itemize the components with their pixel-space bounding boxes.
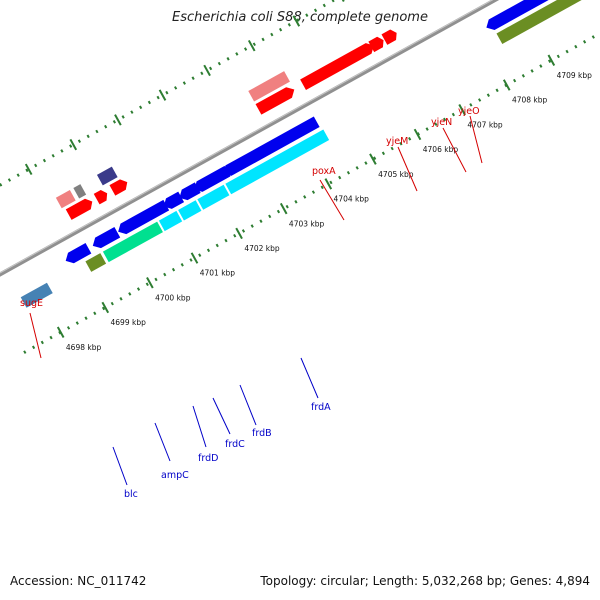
kbp-major-tick — [190, 252, 199, 264]
gene-box-frdD[interactable] — [158, 210, 183, 232]
top-strand-gene-labels: sugE poxA yjeM yjeN yjeO — [20, 106, 480, 309]
kbp-label: 4700 kbp — [155, 293, 191, 302]
kbp-scale-labels: 4698 kbp 4699 kbp 4700 kbp 4701 kbp 4702 kbp… — [66, 71, 593, 352]
gene-arrow-yjeM[interactable] — [300, 40, 377, 90]
gene-label-yjeN[interactable]: yjeN — [431, 117, 452, 128]
gene-label-blc[interactable]: blc — [124, 489, 138, 500]
gene-label-frdA[interactable]: frdA — [311, 402, 331, 413]
kbp-major-tick — [101, 301, 110, 314]
gene-label-frdD[interactable]: frdD — [198, 453, 218, 464]
kbp-label: 4707 kbp — [467, 120, 503, 129]
outer-major-tick — [292, 15, 301, 27]
gene-arrow-yjeO[interactable] — [381, 28, 399, 45]
outer-major-tick — [69, 138, 78, 151]
major-ticks — [24, 0, 556, 338]
kbp-major-tick — [413, 128, 422, 141]
kbp-label: 4702 kbp — [244, 244, 280, 253]
gene-label-frdB[interactable]: frdB — [252, 428, 272, 439]
kbp-label: 4701 kbp — [200, 269, 236, 278]
gene-box-frdC[interactable] — [178, 200, 202, 221]
kbp-label: 4708 kbp — [512, 96, 548, 105]
kbp-major-tick — [547, 54, 556, 66]
outer-major-tick — [203, 64, 211, 77]
gene-arrow-blue-6[interactable] — [191, 165, 231, 195]
feature-sheen — [0, 5, 409, 248]
kbp-major-tick — [324, 178, 333, 190]
gene-arrow-poxA-lower[interactable] — [255, 84, 298, 115]
kbp-major-tick — [56, 326, 65, 338]
kbp-major-tick — [458, 103, 466, 116]
gene-arrow-yjeN[interactable] — [368, 35, 386, 53]
gene-arrow-red-small[interactable] — [93, 188, 110, 205]
gene-label-yjeM[interactable]: yjeM — [386, 136, 408, 147]
kbp-major-tick — [369, 153, 377, 165]
genome-summary-text: Topology: circular; Length: 5,032,268 bp… — [260, 574, 590, 588]
inner-tick-track — [23, 7, 600, 354]
gene-box-frdA[interactable] — [225, 129, 330, 195]
kbp-major-tick — [502, 79, 511, 91]
kbp-major-tick — [279, 202, 288, 215]
genome-backbone-highlight — [0, 0, 600, 282]
gene-arrow-blue-right[interactable] — [483, 0, 584, 33]
gene-label-ampC[interactable]: ampC — [161, 470, 189, 481]
bottom-strand-gene-labels: blc ampC frdD frdC frdB frdA — [124, 402, 331, 500]
accession-text: Accession: NC_011742 — [10, 574, 147, 588]
kbp-label: 4705 kbp — [378, 170, 414, 179]
gene-arrow-blue-4[interactable] — [161, 191, 185, 212]
kbp-major-tick — [235, 227, 243, 240]
outer-major-tick — [337, 0, 345, 2]
genome-title: Escherichia coli S88, complete genome — [172, 10, 428, 25]
gene-label-yjeO[interactable]: yjeO — [458, 106, 480, 117]
gene-box-pink-left[interactable] — [55, 189, 76, 209]
kbp-label: 4699 kbp — [111, 318, 147, 327]
outer-major-tick — [24, 163, 33, 176]
kbp-major-tick — [146, 277, 154, 289]
gene-label-frdC[interactable]: frdC — [225, 439, 245, 450]
kbp-label: 4704 kbp — [334, 195, 370, 204]
gene-arrow-blue-7[interactable] — [220, 116, 320, 178]
gene-arrow-red[interactable] — [65, 196, 95, 220]
gene-label-poxA[interactable]: poxA — [312, 166, 336, 177]
outer-major-tick — [247, 39, 256, 52]
gene-box-olive-right[interactable] — [496, 0, 586, 44]
gene-box-poxA[interactable] — [248, 71, 290, 102]
gene-box-frdB[interactable] — [197, 184, 230, 210]
gene-arrow-blue-2[interactable] — [90, 227, 121, 251]
gene-box-steel[interactable] — [20, 282, 53, 308]
kbp-label: 4698 kbp — [66, 343, 102, 352]
kbp-label: 4703 kbp — [289, 219, 325, 228]
gene-arrow-blue-1[interactable] — [63, 243, 92, 266]
gene-leader-lines — [29, 115, 483, 486]
kbp-label: 4709 kbp — [557, 71, 593, 80]
gene-box-gray[interactable] — [73, 184, 87, 199]
gene-box-sugE[interactable] — [96, 166, 118, 186]
outer-major-tick — [158, 89, 167, 101]
gene-box-olive-left[interactable] — [85, 253, 107, 272]
gene-box-ampC[interactable] — [102, 221, 163, 263]
gene-label-sugE[interactable]: sugE — [20, 298, 43, 309]
genome-backbone — [0, 0, 600, 285]
kbp-label: 4706 kbp — [423, 145, 459, 154]
gene-arrow-red-mid[interactable] — [109, 177, 130, 196]
gene-arrow-blue-3[interactable] — [115, 199, 170, 237]
outer-major-tick — [114, 114, 122, 126]
